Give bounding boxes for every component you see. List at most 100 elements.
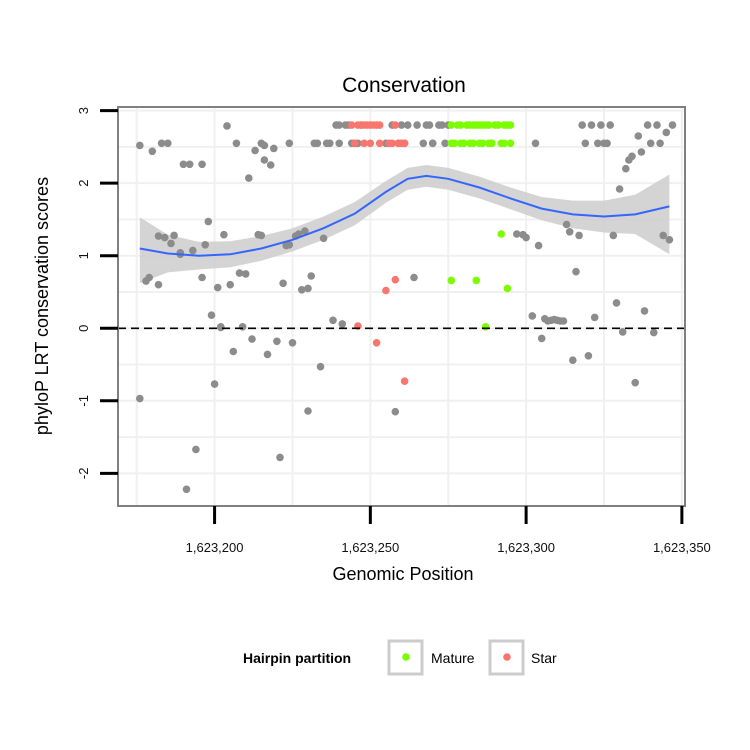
data-point-other	[628, 152, 636, 161]
data-point-other	[136, 394, 144, 403]
data-point-star	[375, 121, 384, 129]
data-point-other	[226, 280, 234, 289]
data-point-other	[597, 121, 605, 129]
data-point-mature	[472, 276, 481, 285]
data-point-mature	[503, 284, 512, 293]
data-point-other	[391, 407, 400, 416]
data-point-other	[397, 121, 406, 129]
data-point-other	[410, 273, 418, 282]
data-point-star	[382, 286, 390, 295]
data-point-other	[662, 128, 671, 137]
data-point-other	[578, 121, 586, 129]
confidence-ribbon	[139, 165, 670, 284]
data-point-other	[298, 286, 306, 294]
data-point-other	[603, 139, 611, 148]
data-point-other	[170, 231, 178, 240]
y-tick-label: -2	[76, 468, 91, 480]
y-tick-label: -1	[76, 395, 91, 407]
data-point-other	[631, 378, 639, 387]
data-point-other	[270, 144, 278, 153]
data-point-other	[154, 280, 163, 289]
data-point-other	[572, 267, 580, 276]
data-point-other	[640, 307, 649, 315]
data-point-other	[198, 273, 206, 282]
legend-title: Hairpin partition	[243, 650, 351, 666]
data-point-other	[260, 156, 269, 164]
data-point-other	[307, 272, 316, 280]
data-point-mature	[494, 121, 502, 129]
data-point-star	[366, 139, 375, 148]
data-point-other	[513, 230, 521, 238]
data-point-other	[285, 139, 294, 148]
data-point-other	[145, 273, 153, 282]
data-point-other	[609, 231, 618, 240]
data-point-other	[279, 279, 287, 288]
data-point-other	[179, 160, 188, 169]
data-point-other	[257, 231, 266, 240]
data-point-other	[653, 121, 661, 129]
data-point-other	[559, 317, 568, 325]
data-point-other	[428, 139, 437, 148]
series-mature	[447, 121, 515, 331]
grid-lines	[118, 107, 685, 506]
smooth-trend-line	[139, 174, 670, 257]
legend-label-mature: Mature	[431, 650, 475, 666]
data-point-other	[637, 148, 646, 156]
data-points-layer	[136, 121, 677, 494]
data-point-other	[528, 312, 537, 320]
data-point-other	[562, 220, 571, 229]
legend-label-star: Star	[531, 650, 557, 666]
x-tick-label: 1,623,350	[653, 540, 711, 555]
data-point-mature	[456, 121, 465, 129]
data-point-other	[167, 239, 175, 248]
data-point-other	[329, 316, 337, 325]
data-point-other	[319, 234, 328, 243]
data-point-other	[335, 139, 344, 148]
data-point-other	[248, 335, 256, 343]
data-point-star	[400, 139, 409, 148]
data-point-other	[575, 231, 583, 240]
data-point-mature	[481, 323, 490, 331]
data-point-other	[217, 323, 225, 332]
x-tick-label: 1,623,200	[186, 540, 244, 555]
plot-panel-border	[117, 106, 686, 507]
legend: Hairpin partition Mature Star	[243, 639, 557, 676]
data-point-other	[643, 121, 652, 129]
data-point-star	[400, 377, 409, 386]
data-point-other	[210, 380, 219, 388]
data-point-other	[335, 121, 344, 129]
data-point-other	[245, 174, 253, 182]
data-point-star	[391, 121, 400, 129]
data-point-other	[285, 241, 294, 249]
data-point-mature	[447, 121, 456, 129]
data-point-mature	[500, 139, 509, 148]
data-point-other	[590, 313, 599, 322]
data-point-other	[304, 407, 312, 415]
data-point-other	[229, 347, 238, 356]
data-point-other	[192, 445, 200, 454]
data-point-other	[136, 141, 144, 150]
y-tick-label: 1	[76, 252, 91, 259]
data-point-other	[413, 121, 421, 129]
data-point-star	[347, 121, 356, 129]
data-point-other	[634, 132, 643, 140]
x-tick-label: 1,623,300	[497, 540, 555, 555]
data-point-other	[425, 121, 434, 129]
data-point-star	[388, 139, 397, 148]
y-tick-label: 2	[76, 180, 91, 187]
data-point-other	[438, 121, 446, 129]
data-point-other	[668, 121, 677, 129]
data-point-other	[241, 270, 250, 278]
data-point-other	[403, 121, 412, 129]
data-point-other	[201, 241, 209, 249]
data-point-mature	[506, 121, 515, 129]
data-point-mature	[488, 139, 496, 148]
data-point-other	[618, 328, 627, 336]
y-axis: -2 -1 0 1 2 3	[76, 107, 118, 479]
data-point-other	[304, 284, 312, 293]
data-point-other	[584, 352, 593, 360]
data-point-other	[154, 232, 163, 240]
data-point-mature	[447, 139, 456, 148]
data-point-other	[665, 236, 674, 244]
